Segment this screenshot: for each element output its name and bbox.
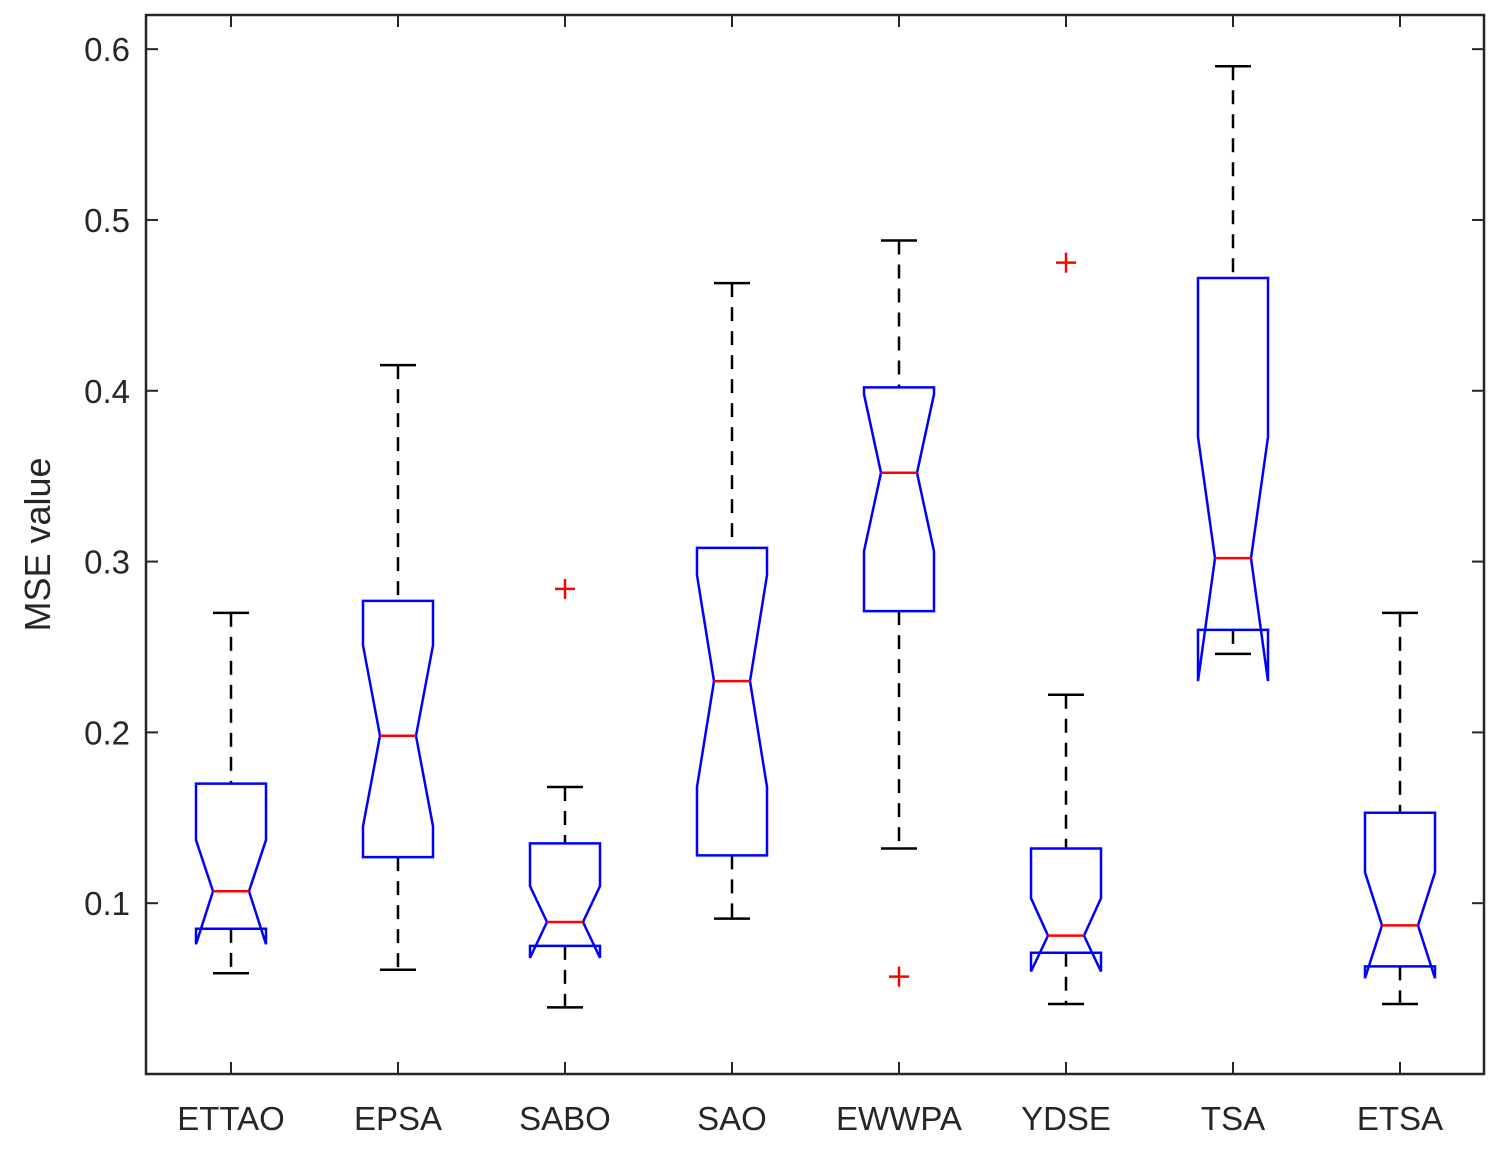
box-group-epsa: [361, 363, 435, 972]
box-group-ydse: [1029, 252, 1103, 1006]
y-tick-label-0: 0.1: [84, 885, 130, 922]
box-ewwpa: [862, 386, 936, 613]
outlier-ewwpa-0: [889, 966, 909, 987]
outlier-ydse-0: [1056, 252, 1076, 273]
axes: [144, 13, 1486, 1076]
y-tick-label-3: 0.4: [84, 373, 130, 410]
y-tick-label-1: 0.2: [84, 714, 130, 751]
box-series: [194, 64, 1437, 1009]
x-tick-label-tsa: TSA: [1201, 1100, 1265, 1137]
box-ettao: [194, 782, 268, 945]
x-tick-label-sao: SAO: [697, 1100, 767, 1137]
box-group-tsa: [1196, 64, 1270, 682]
box-group-ettao: [194, 611, 268, 975]
box-etsa: [1363, 811, 1437, 979]
box-group-ewwpa: [862, 239, 936, 987]
box-epsa: [361, 599, 435, 859]
box-sabo: [528, 842, 602, 959]
tick-labels: ETTAO EPSA SABO SAO EWWPA YDSE TSA ETSA 0.1 0.2 0.…: [84, 31, 1443, 1137]
y-tick-label-5: 0.6: [84, 31, 130, 68]
box-group-etsa: [1363, 611, 1437, 1006]
x-tick-label-etsa: ETSA: [1357, 1100, 1443, 1137]
x-tick-label-ewwpa: EWWPA: [836, 1100, 962, 1137]
box-group-sao: [695, 281, 769, 920]
y-tick-label-2: 0.3: [84, 544, 130, 581]
y-tick-label-4: 0.5: [84, 202, 130, 239]
outlier-sabo-0: [555, 578, 575, 599]
x-tick-label-sabo: SABO: [519, 1100, 611, 1137]
x-tick-label-ettao: ETTAO: [177, 1100, 285, 1137]
box-sao: [695, 546, 769, 857]
plot-frame: [144, 13, 1486, 1076]
box-tsa: [1196, 276, 1270, 682]
x-tick-label-ydse: YDSE: [1021, 1100, 1111, 1137]
box-ydse: [1029, 847, 1103, 973]
x-tick-label-epsa: EPSA: [354, 1100, 442, 1137]
y-axis-label: MSE value: [17, 457, 58, 631]
box-group-sabo: [528, 578, 602, 1009]
